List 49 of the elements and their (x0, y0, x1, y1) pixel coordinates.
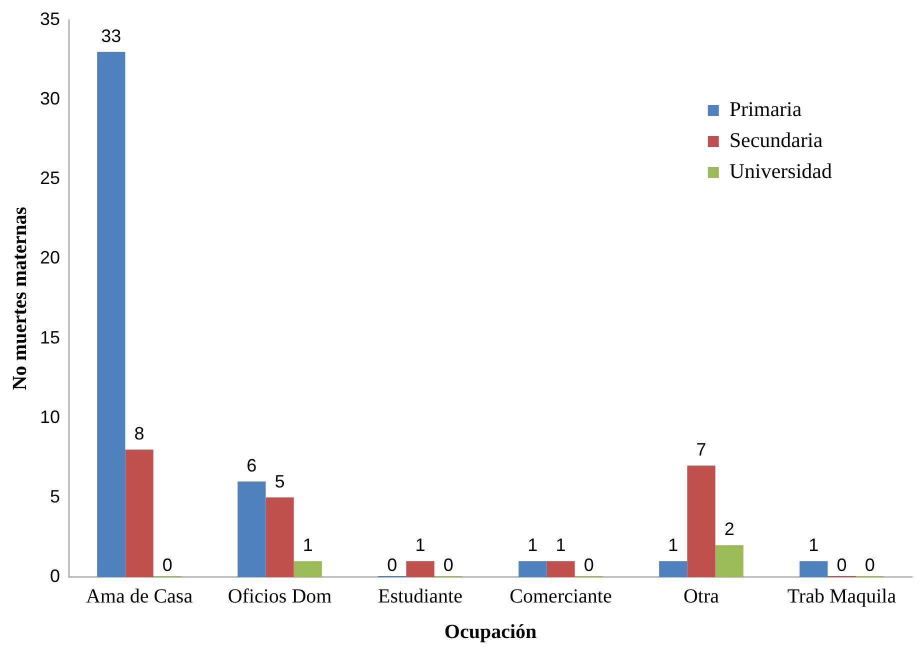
y-axis-title: No muertes maternas (9, 206, 32, 390)
y-tick-label: 0 (50, 566, 60, 586)
bar (546, 561, 575, 577)
data-label: 1 (415, 535, 426, 556)
bar (518, 561, 547, 577)
data-label: 1 (668, 535, 678, 556)
y-tick-label: 15 (40, 327, 60, 348)
x-tick-label: Trab Maquila (787, 585, 896, 608)
data-label: 0 (584, 554, 594, 575)
y-tick-label: 10 (40, 406, 60, 427)
data-label: 33 (101, 26, 122, 46)
y-tick-label: 25 (40, 168, 60, 188)
bar (659, 561, 688, 577)
data-label: 6 (246, 455, 257, 476)
bar (687, 466, 716, 577)
legend-label: Secundaria (729, 128, 824, 152)
bar (97, 52, 126, 577)
data-label: 8 (134, 424, 144, 444)
data-label: 0 (443, 554, 454, 575)
x-tick-label: Otra (683, 585, 720, 608)
bar (266, 497, 294, 577)
data-label: 7 (696, 440, 706, 460)
data-label: 0 (864, 554, 875, 575)
legend-label: Universidad (729, 159, 832, 184)
bar (294, 561, 322, 577)
legend-label: Primaria (729, 97, 802, 122)
x-tick-label: Oficios Dom (228, 585, 332, 608)
bar (406, 561, 434, 577)
bar (715, 545, 744, 577)
y-tick-label: 5 (50, 486, 60, 506)
bar (125, 450, 154, 577)
data-label: 1 (808, 535, 819, 556)
data-label: 0 (162, 554, 172, 575)
data-label: 5 (274, 471, 285, 492)
data-label: 0 (387, 554, 398, 575)
y-tick-label: 30 (40, 88, 60, 109)
bar (800, 561, 828, 577)
data-label: 1 (556, 535, 566, 556)
x-axis-title: Ocupación (444, 621, 537, 644)
y-tick-label: 35 (40, 8, 60, 29)
x-tick-label: Estudiante (378, 585, 463, 608)
x-tick-label: Ama de Casa (86, 585, 193, 608)
bar (238, 482, 266, 577)
data-label: 2 (724, 519, 734, 540)
y-tick-label: 20 (40, 248, 60, 268)
data-label: 0 (836, 554, 847, 575)
data-label: 1 (302, 535, 313, 556)
x-tick-label: Comerciante (510, 585, 612, 608)
data-label: 1 (528, 535, 538, 556)
